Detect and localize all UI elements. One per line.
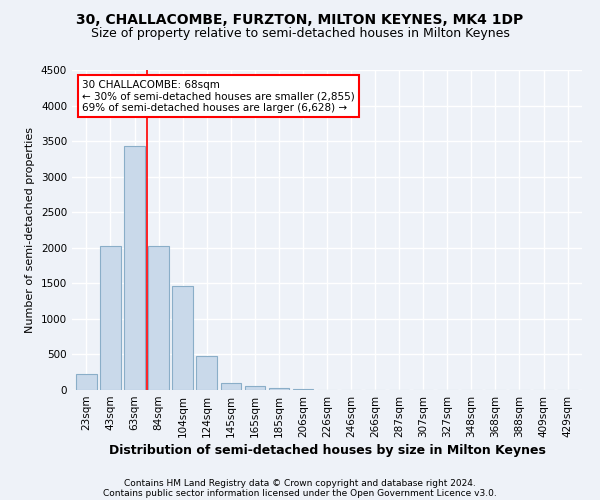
Text: Size of property relative to semi-detached houses in Milton Keynes: Size of property relative to semi-detach… [91, 28, 509, 40]
Bar [269, 388, 289, 390]
Text: Contains public sector information licensed under the Open Government Licence v3: Contains public sector information licen… [103, 488, 497, 498]
Bar [172, 286, 193, 390]
Bar [245, 386, 265, 390]
Bar [148, 246, 169, 390]
Text: Contains HM Land Registry data © Crown copyright and database right 2024.: Contains HM Land Registry data © Crown c… [124, 478, 476, 488]
X-axis label: Distribution of semi-detached houses by size in Milton Keynes: Distribution of semi-detached houses by … [109, 444, 545, 457]
Bar [76, 374, 97, 390]
Bar [100, 246, 121, 390]
Y-axis label: Number of semi-detached properties: Number of semi-detached properties [25, 127, 35, 333]
Bar [196, 356, 217, 390]
Bar [124, 146, 145, 390]
Bar [221, 383, 241, 390]
Text: 30, CHALLACOMBE, FURZTON, MILTON KEYNES, MK4 1DP: 30, CHALLACOMBE, FURZTON, MILTON KEYNES,… [76, 12, 524, 26]
Text: 30 CHALLACOMBE: 68sqm
← 30% of semi-detached houses are smaller (2,855)
69% of s: 30 CHALLACOMBE: 68sqm ← 30% of semi-deta… [82, 80, 355, 113]
